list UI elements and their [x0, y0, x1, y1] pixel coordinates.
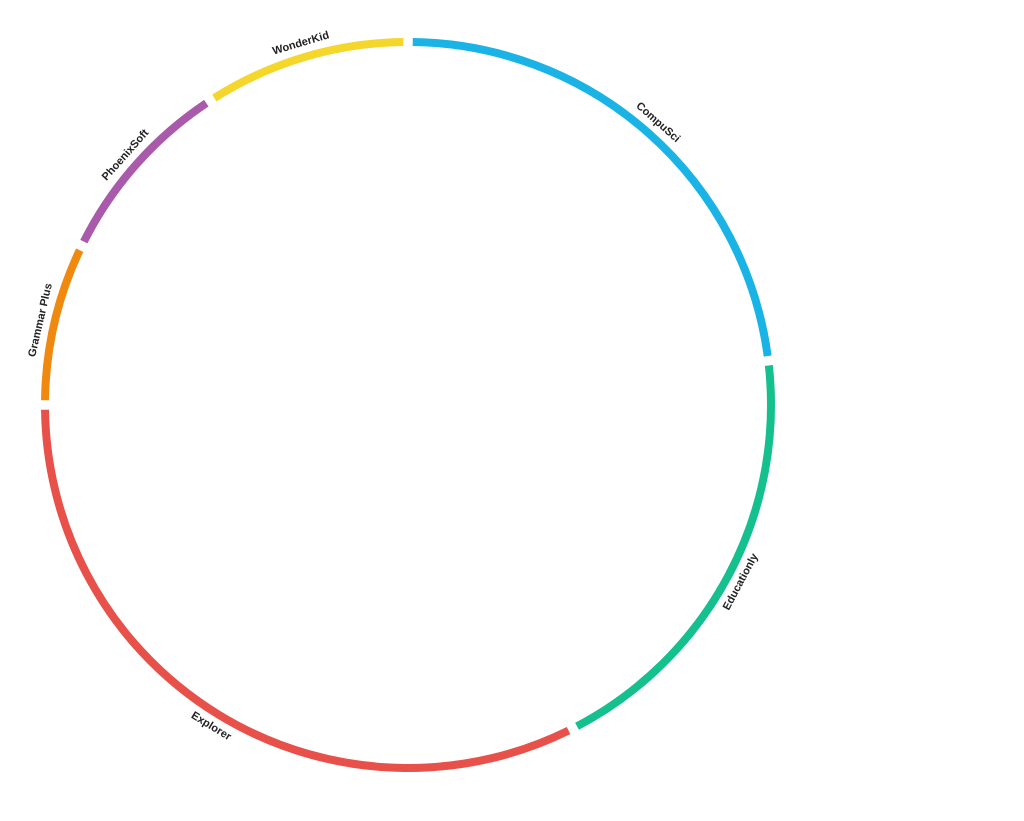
arc-segment [212, 38, 404, 102]
arc-segment [41, 248, 84, 401]
arc-segment [575, 365, 775, 730]
arc-segment [80, 99, 209, 244]
arc-segment [412, 38, 772, 357]
arc-segment [41, 409, 571, 772]
